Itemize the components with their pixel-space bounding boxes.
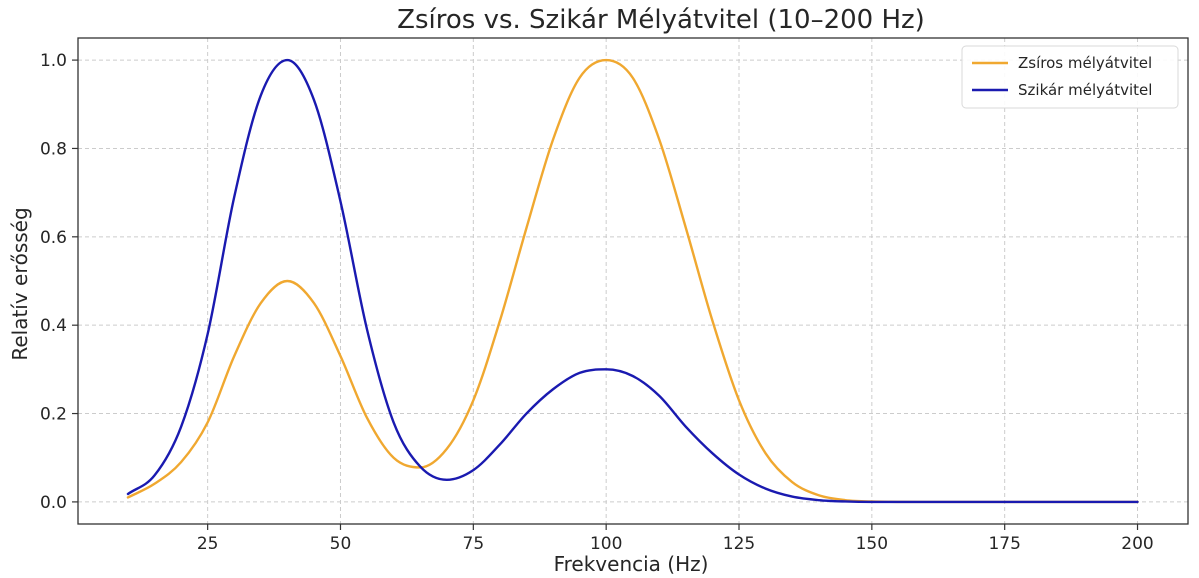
plot-frame — [77, 37, 1189, 525]
y-axis-label: Relatív erősség — [8, 207, 32, 360]
series-line-1 — [126, 58, 1139, 504]
x-axis: 25 50 75 100 125 150 175 200 — [197, 524, 1154, 554]
legend-label: Szikár mélyátvitel — [1018, 81, 1152, 99]
grid — [78, 38, 1188, 524]
y-tick-label: 0.0 — [40, 493, 67, 513]
x-tick-label: 50 — [330, 534, 352, 554]
x-tick-label: 25 — [197, 534, 219, 554]
legend: Zsíros mélyátvitel Szikár mélyátvitel — [961, 45, 1179, 109]
x-axis-label: Frekvencia (Hz) — [554, 552, 709, 576]
x-tick-label: 175 — [988, 534, 1020, 554]
legend-box — [961, 45, 1179, 109]
x-tick-label: 150 — [856, 534, 888, 554]
legend-label: Zsíros mélyátvitel — [1018, 54, 1152, 72]
x-tick-label: 200 — [1121, 534, 1153, 554]
y-tick-label: 0.8 — [40, 139, 67, 159]
y-tick-label: 0.4 — [40, 316, 67, 336]
series-lines — [126, 58, 1139, 504]
x-tick-label: 125 — [723, 534, 755, 554]
y-axis: 0.0 0.2 0.4 0.6 0.8 1.0 — [40, 51, 78, 513]
series-line-2 — [126, 58, 1139, 504]
y-tick-label: 0.6 — [40, 228, 67, 248]
chart-title: Zsíros vs. Szikár Mélyátvitel (10–200 Hz… — [397, 5, 925, 35]
y-tick-label: 0.2 — [40, 405, 67, 425]
x-tick-label: 100 — [590, 534, 622, 554]
y-tick-label: 1.0 — [40, 51, 67, 71]
x-tick-label: 75 — [463, 534, 485, 554]
